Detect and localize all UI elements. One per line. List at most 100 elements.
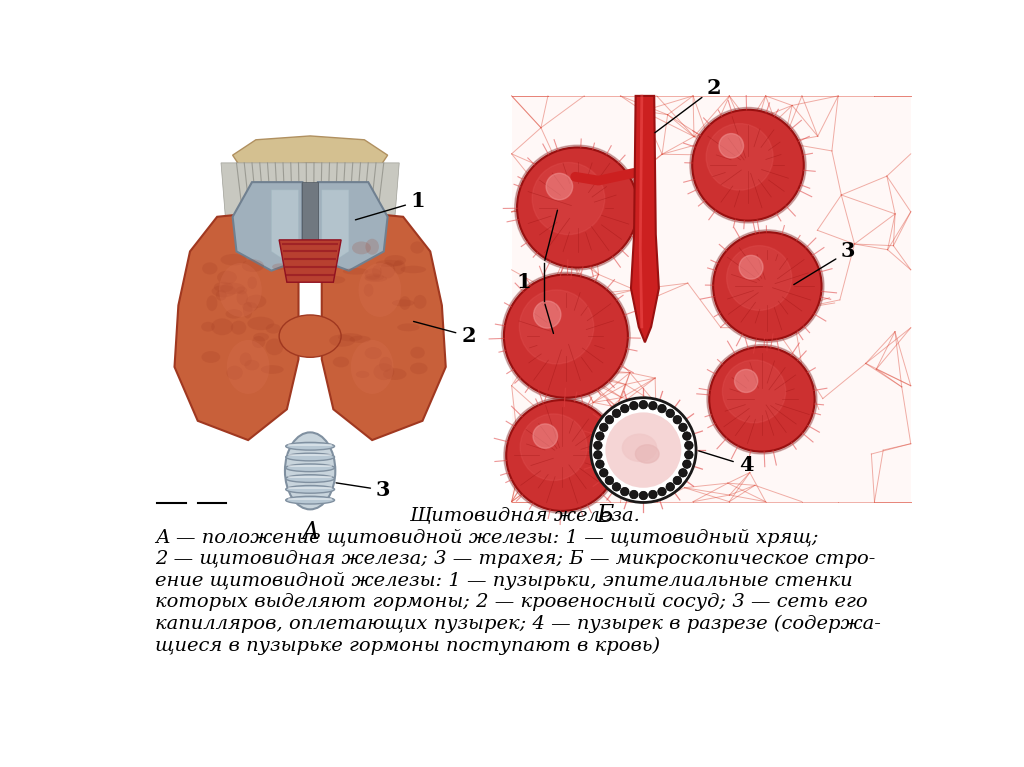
Circle shape — [679, 469, 687, 477]
Circle shape — [621, 487, 629, 495]
Circle shape — [734, 370, 758, 393]
Circle shape — [690, 107, 806, 223]
Circle shape — [707, 344, 817, 454]
Ellipse shape — [226, 340, 269, 394]
Ellipse shape — [365, 275, 387, 282]
Ellipse shape — [352, 242, 371, 255]
Circle shape — [517, 147, 638, 268]
Ellipse shape — [280, 315, 341, 357]
Ellipse shape — [376, 260, 402, 267]
Circle shape — [648, 490, 657, 499]
Ellipse shape — [411, 347, 425, 358]
Circle shape — [639, 400, 647, 409]
Circle shape — [612, 409, 621, 417]
Polygon shape — [322, 189, 349, 259]
Ellipse shape — [365, 274, 384, 281]
Ellipse shape — [414, 295, 427, 309]
Circle shape — [520, 414, 587, 480]
Text: 1: 1 — [516, 272, 531, 292]
Polygon shape — [221, 163, 399, 259]
Ellipse shape — [266, 324, 281, 334]
Ellipse shape — [248, 276, 257, 289]
Ellipse shape — [207, 295, 217, 311]
Circle shape — [596, 432, 604, 440]
Circle shape — [657, 487, 667, 495]
Ellipse shape — [246, 295, 266, 308]
Circle shape — [591, 398, 696, 502]
Circle shape — [692, 110, 804, 221]
Ellipse shape — [411, 242, 424, 254]
Text: которых выделяют гормоны; 2 — кровеносный сосуд; 3 — сеть его: которых выделяют гормоны; 2 — кровеносны… — [155, 594, 867, 611]
Circle shape — [621, 404, 629, 413]
Ellipse shape — [261, 365, 284, 374]
Circle shape — [546, 173, 572, 199]
Circle shape — [707, 123, 773, 190]
Ellipse shape — [636, 445, 659, 463]
Text: Щитовидная железа.: Щитовидная железа. — [410, 507, 640, 525]
Text: капилляров, оплетающих пузырек; 4 — пузырек в разрезе (содержа-: капилляров, оплетающих пузырек; 4 — пузы… — [155, 615, 881, 633]
Circle shape — [605, 416, 613, 424]
Circle shape — [739, 255, 763, 279]
Circle shape — [605, 413, 681, 488]
Ellipse shape — [252, 336, 265, 348]
Text: 3: 3 — [336, 480, 390, 500]
Text: щиеся в пузырьке гормоны поступают в кровь): щиеся в пузырьке гормоны поступают в кро… — [155, 637, 660, 655]
Ellipse shape — [358, 263, 401, 317]
Ellipse shape — [226, 366, 243, 380]
Circle shape — [683, 432, 691, 440]
Ellipse shape — [286, 443, 335, 450]
Ellipse shape — [410, 363, 428, 374]
Ellipse shape — [242, 259, 264, 272]
Circle shape — [605, 476, 613, 485]
Ellipse shape — [253, 333, 269, 341]
Circle shape — [648, 401, 657, 410]
Circle shape — [504, 398, 621, 513]
Ellipse shape — [393, 260, 406, 275]
Circle shape — [534, 301, 561, 328]
Text: 3: 3 — [794, 242, 855, 285]
Text: 2: 2 — [655, 78, 722, 133]
Ellipse shape — [366, 239, 379, 255]
Circle shape — [679, 423, 687, 432]
Ellipse shape — [286, 475, 335, 482]
Circle shape — [502, 272, 630, 400]
Circle shape — [599, 469, 608, 477]
Polygon shape — [302, 182, 317, 259]
Text: 2: 2 — [414, 321, 476, 346]
Circle shape — [612, 482, 621, 491]
Ellipse shape — [236, 287, 247, 295]
Ellipse shape — [272, 263, 288, 270]
Polygon shape — [322, 213, 445, 440]
Circle shape — [673, 476, 682, 485]
Text: 1: 1 — [355, 192, 426, 220]
Ellipse shape — [225, 309, 243, 318]
Ellipse shape — [201, 322, 215, 331]
Ellipse shape — [220, 282, 245, 295]
Ellipse shape — [230, 321, 247, 334]
Ellipse shape — [219, 263, 262, 317]
Circle shape — [685, 441, 693, 449]
Ellipse shape — [202, 351, 220, 363]
Ellipse shape — [243, 301, 252, 318]
Circle shape — [719, 133, 743, 158]
Ellipse shape — [372, 265, 382, 278]
Polygon shape — [317, 182, 388, 271]
Ellipse shape — [338, 333, 362, 341]
Ellipse shape — [355, 370, 370, 378]
Ellipse shape — [343, 268, 369, 275]
Ellipse shape — [333, 357, 349, 367]
Ellipse shape — [329, 334, 355, 347]
Polygon shape — [232, 136, 388, 166]
Ellipse shape — [245, 360, 259, 370]
Ellipse shape — [212, 285, 236, 297]
Circle shape — [630, 490, 638, 499]
Circle shape — [673, 416, 682, 424]
Polygon shape — [271, 189, 299, 259]
Ellipse shape — [365, 347, 382, 359]
Circle shape — [594, 450, 602, 459]
FancyBboxPatch shape — [512, 96, 910, 502]
Ellipse shape — [286, 486, 335, 493]
Ellipse shape — [349, 336, 371, 343]
Ellipse shape — [286, 496, 335, 504]
Circle shape — [504, 275, 628, 398]
